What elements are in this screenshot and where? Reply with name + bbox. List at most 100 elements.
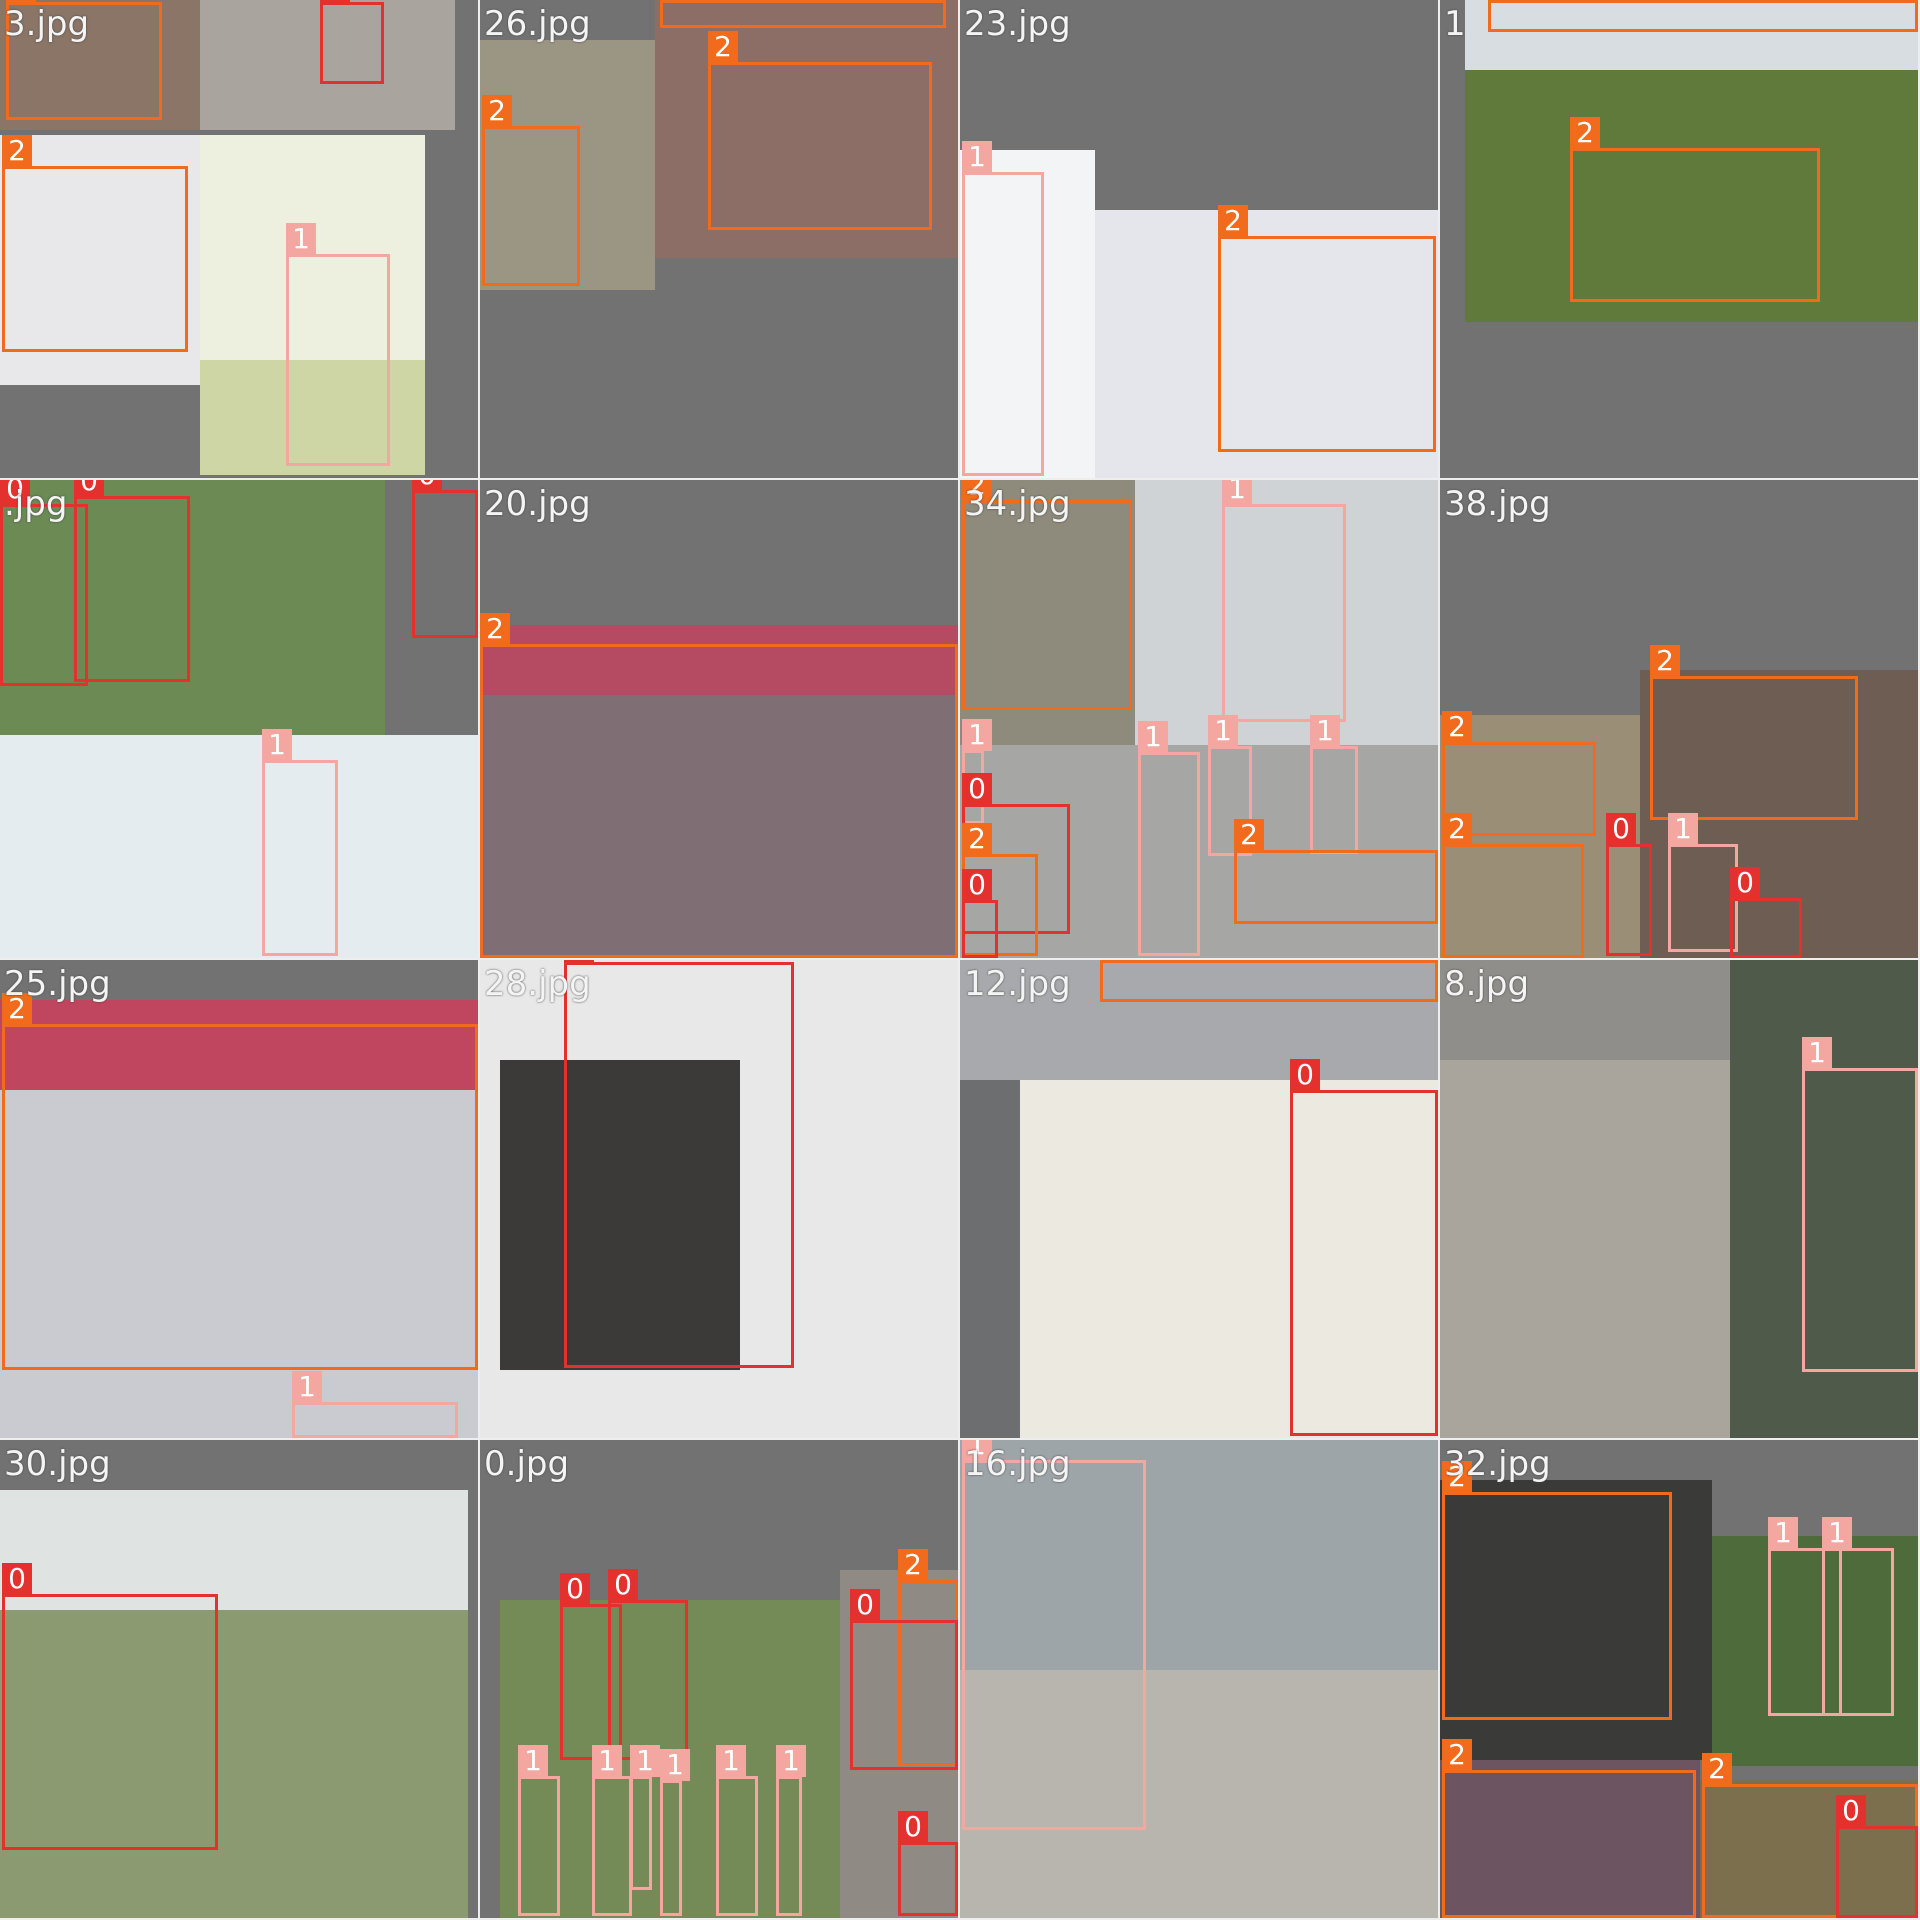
class-id: 1 <box>660 1749 690 1781</box>
class-id: 2 <box>1442 1739 1472 1771</box>
class-id: 1 <box>1668 813 1698 845</box>
detection-box: 2 <box>1442 711 1596 836</box>
detection-box: 2 <box>1234 819 1438 924</box>
detection-box: 2 <box>2 993 478 1370</box>
detection-box: 1 <box>1668 813 1738 952</box>
detection-box: 0 <box>962 869 998 958</box>
detection-box: 0 <box>74 480 190 682</box>
detection-box: 1 <box>1802 1037 1918 1372</box>
image-filename: 34.jpg <box>964 484 1071 524</box>
detection-box: 0 <box>608 1569 688 1760</box>
class-id: 2 <box>1702 1753 1732 1785</box>
class-id: 1 <box>962 719 992 751</box>
mosaic-tile: 30.jpg 0 <box>0 1440 480 1920</box>
mosaic-tile: 23.jpg 1 2 <box>960 0 1440 480</box>
class-id: 1 <box>962 1440 992 1461</box>
mosaic-tile: 34.jpg 2 1 1 0 2 0 1 1 1 2 <box>960 480 1440 960</box>
detection-box: 1 <box>776 1745 806 1916</box>
class-id: 1 <box>1822 1517 1852 1549</box>
class-id: 0 <box>74 480 104 497</box>
detection-box: 2 <box>1100 960 1438 1002</box>
detection-box: 0 <box>564 960 794 1368</box>
detection-box: 2 <box>1218 205 1436 452</box>
detection-box: 0 <box>412 480 478 638</box>
detection-box: 1 <box>1310 715 1358 854</box>
class-id: 0 <box>1290 1059 1320 1091</box>
class-id: 1 <box>262 729 292 761</box>
detection-box: 2 <box>6 0 162 120</box>
class-id: 2 <box>660 0 690 1</box>
detection-box: 0 <box>962 773 1070 934</box>
class-id: 2 <box>1100 960 1130 961</box>
class-id: 1 <box>716 1745 746 1777</box>
class-id: 0 <box>560 1573 590 1605</box>
detection-box: 1 <box>1208 715 1252 856</box>
detection-box: 2 <box>1650 645 1858 820</box>
mosaic-tile: 12.jpg 2 0 <box>960 960 1440 1440</box>
mosaic-tile: .jpg 0 0 0 1 <box>0 480 480 960</box>
detection-box: 2 <box>1442 813 1584 958</box>
mosaic-tile: 26.jpg 2 2 2 <box>480 0 960 480</box>
detection-box: 1 <box>962 1440 1146 1830</box>
detection-box: 0 <box>1606 813 1652 956</box>
detection-box: 1 <box>1138 721 1200 956</box>
image-filename: 30.jpg <box>4 1444 111 1484</box>
detection-box: 1 <box>286 223 390 466</box>
class-id: 2 <box>708 31 738 63</box>
class-id: 0 <box>850 1589 880 1621</box>
class-id: 0 <box>412 480 442 491</box>
detection-box: 0 <box>560 1573 622 1760</box>
class-id: 0 <box>1606 813 1636 845</box>
class-id: 1 <box>630 1745 660 1777</box>
class-id: 1 <box>1138 721 1168 753</box>
detection-box: 2 <box>1442 1461 1672 1720</box>
class-id: 2 <box>1218 205 1248 237</box>
class-id: 2 <box>1488 0 1518 1</box>
class-id: 1 <box>1802 1037 1832 1069</box>
image-filename: 16.jpg <box>964 1444 1071 1484</box>
class-id: 2 <box>1570 117 1600 149</box>
detection-box: 1 <box>1822 1517 1894 1716</box>
class-id: 1 <box>1208 715 1238 747</box>
detection-box: 1 <box>1768 1517 1842 1716</box>
class-id: 2 <box>1650 645 1680 677</box>
class-id: 1 <box>1768 1517 1798 1549</box>
class-id: 2 <box>1442 711 1472 743</box>
image-filename: 38.jpg <box>1444 484 1551 524</box>
detection-box: 2 <box>962 480 1132 710</box>
image-filename: 23.jpg <box>964 4 1071 44</box>
image-filename: 3.jpg <box>4 4 90 44</box>
detection-box: 2 <box>2 135 188 352</box>
detection-box: 1 <box>292 1371 458 1438</box>
detection-box: 0 <box>1730 867 1802 958</box>
class-id: 0 <box>1836 1795 1866 1827</box>
detection-box: 2 <box>480 613 958 958</box>
image-filename: 26.jpg <box>484 4 591 44</box>
detection-box: 0 <box>898 1811 958 1916</box>
class-id: 2 <box>1234 819 1264 851</box>
detection-box: 1 <box>592 1745 632 1916</box>
detection-box: 0 <box>1836 1795 1918 1918</box>
class-id: 2 <box>962 823 992 855</box>
class-id: 0 <box>962 773 992 805</box>
class-id: 0 <box>320 0 350 3</box>
class-id: 0 <box>962 869 992 901</box>
class-id: 1 <box>292 1371 322 1403</box>
mosaic-tile: 1 2 2 <box>1440 0 1920 480</box>
image-filename: .jpg <box>4 484 68 524</box>
class-id: 0 <box>0 480 30 505</box>
detection-box: 1 <box>1222 480 1346 722</box>
class-id: 1 <box>1222 480 1252 505</box>
class-id: 2 <box>2 993 32 1025</box>
image-filename: 20.jpg <box>484 484 591 524</box>
detection-box: 0 <box>1290 1059 1438 1436</box>
class-id: 2 <box>898 1549 928 1581</box>
image-filename: 28.jpg <box>484 964 591 1004</box>
mosaic-tile: 32.jpg 2 1 1 2 2 0 <box>1440 1440 1920 1920</box>
detection-box: 0 <box>320 0 384 84</box>
class-id: 1 <box>286 223 316 255</box>
mosaic-tile: 0.jpg 0 0 2 0 1 1 1 1 1 1 0 <box>480 1440 960 1920</box>
class-id: 0 <box>2 1563 32 1595</box>
detection-box: 1 <box>262 729 338 956</box>
